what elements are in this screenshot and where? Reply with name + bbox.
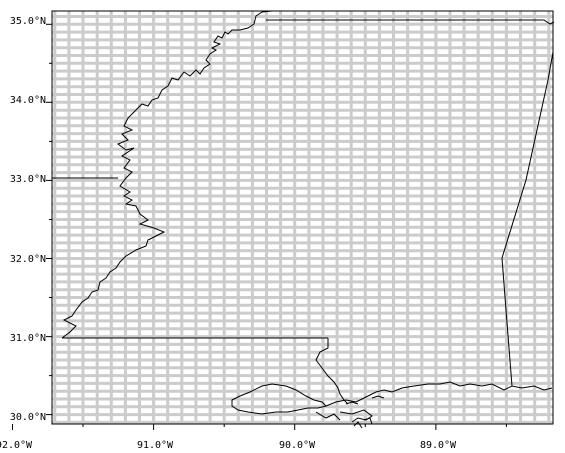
barrier-island-2 [371,395,385,399]
lon-label-91w: 91.0°W [137,440,174,451]
barrier-island-4 [353,421,363,429]
graticule-grid [52,11,553,424]
lon-label-92w: 92.0°W [0,440,33,451]
delta-marsh-east [339,409,373,423]
longitude-labels: 92.0°W 91.0°W 90.0°W 89.0°W [0,440,457,451]
lat-label-32n: 32.0°N [10,254,46,265]
lat-label-35n: 35.0°N [10,16,46,27]
tennessee-35n-boundary [266,19,555,25]
lon-label-90w: 90.0°W [279,440,316,451]
map-frame [51,10,554,425]
lat-label-31n: 31.0°N [10,333,46,344]
latitude-labels: 35.0°N 34.0°N 33.0°N 32.0°N 31.0°N 30.0°… [10,16,46,423]
lon-label-89w: 89.0°W [420,440,457,451]
mississippi-river-boundary [61,10,273,339]
barrier-island-1 [345,401,359,405]
pearl-river-boundary [315,338,349,405]
gulf-coastline [325,381,553,407]
barrier-island-3 [363,417,373,425]
state-boundaries [52,10,555,429]
lat-label-30n: 30.0°N [10,412,46,423]
lat-label-34n: 34.0°N [10,95,46,106]
lat-label-33n: 33.0°N [10,174,46,185]
delta-marsh-west [315,411,341,421]
mississippi-alabama-boundary [501,51,554,387]
tick-marks [12,23,507,430]
